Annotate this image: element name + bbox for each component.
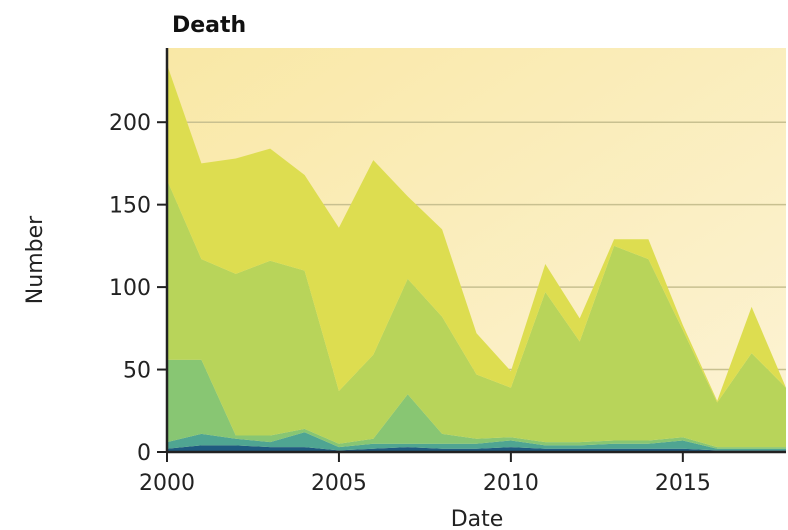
y-tick-label-150: 150 xyxy=(109,194,151,219)
area-series-2 xyxy=(167,432,786,451)
chart-title: Death xyxy=(172,13,246,38)
axes: 0 50 100 150 200 2000 2005 2010 2015 xyxy=(109,48,786,496)
area-series-5 xyxy=(167,64,786,403)
x-tick-label-2000: 2000 xyxy=(139,471,195,496)
x-tick-label-2015: 2015 xyxy=(655,471,711,496)
y-tick-label-0: 0 xyxy=(137,441,151,466)
x-tick-label-2010: 2010 xyxy=(483,471,539,496)
x-tick-label-2005: 2005 xyxy=(311,471,367,496)
y-tick-label-200: 200 xyxy=(109,111,151,136)
area-series-4 xyxy=(167,179,786,448)
y-tick-label-100: 100 xyxy=(109,276,151,301)
x-axis-title: Date xyxy=(451,507,504,530)
area-series-group xyxy=(167,64,786,452)
y-tick-label-50: 50 xyxy=(123,359,151,384)
y-axis-title: Number xyxy=(23,215,48,304)
